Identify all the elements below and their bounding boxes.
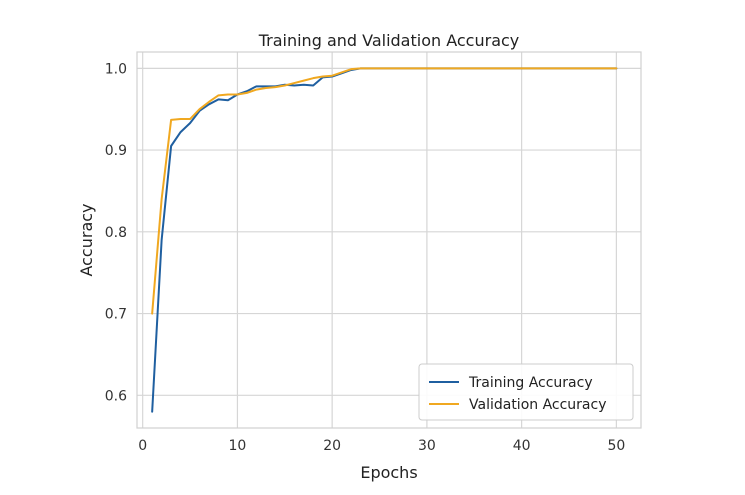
x-tick-label: 0 [138,438,147,454]
legend-label: Validation Accuracy [469,397,607,413]
y-axis-label: Accuracy [77,203,96,276]
plot-area-frame [136,51,642,429]
series-line-validation-accuracy [151,67,618,315]
y-tick-label: 0.9 [105,143,127,159]
x-tick-label: 10 [229,438,247,454]
y-tick-label: 1.0 [105,61,127,77]
chart-title: Training and Validation Accuracy [258,31,520,50]
legend-box [418,363,634,421]
grid [137,52,641,428]
x-axis-label: Epochs [360,463,417,482]
y-tick-label: 0.7 [105,307,127,323]
series-line-training-accuracy [151,67,618,413]
y-tick-label: 0.8 [105,225,127,241]
series-layer [151,67,618,413]
legend-label: Training Accuracy [468,375,593,391]
legend: Training Accuracy Validation Accuracy [418,363,634,421]
x-tick-label: 40 [513,438,531,454]
tick-labels: 0 10 20 30 40 50 0.6 0.7 0.8 0.9 1.0 [105,61,626,454]
x-tick-label: 30 [418,438,436,454]
y-tick-label: 0.6 [105,388,127,404]
x-tick-label: 20 [323,438,341,454]
x-tick-label: 50 [607,438,625,454]
